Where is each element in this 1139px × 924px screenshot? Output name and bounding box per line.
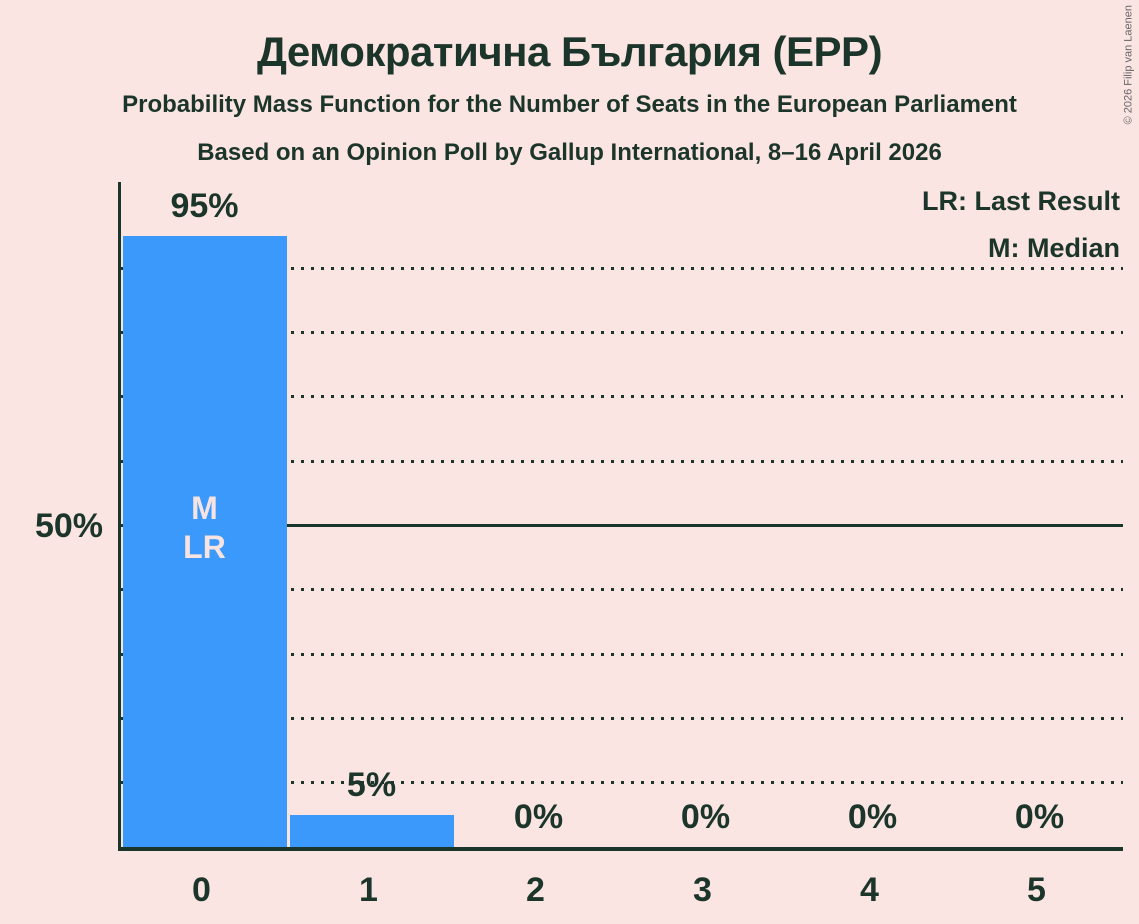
gridline-solid — [121, 524, 1123, 527]
bar-value-label: 0% — [680, 798, 731, 836]
bar-value-label: 0% — [847, 798, 898, 836]
gridline-dotted — [121, 781, 1123, 785]
bar-seats-0 — [122, 236, 287, 847]
plot-area: 95% 5% 0% 0% 0% 0% M LR — [118, 182, 1123, 851]
y-axis-tick-label: 50% — [34, 507, 103, 545]
gridline-dotted — [121, 459, 1123, 463]
bar-annotation: M LR — [121, 489, 288, 567]
bar-value-label: 0% — [1014, 798, 1065, 836]
bar-seats-1 — [289, 814, 454, 847]
x-axis-tick-label: 2 — [526, 871, 545, 909]
x-axis-tick-label: 1 — [359, 871, 378, 909]
gridline-dotted — [121, 588, 1123, 592]
legend-last-result: LR: Last Result — [921, 186, 1120, 216]
x-axis-tick-label: 3 — [693, 871, 712, 909]
gridline-dotted — [121, 266, 1123, 270]
x-axis-tick-label: 0 — [192, 871, 211, 909]
gridline-dotted — [121, 331, 1123, 335]
bar-value-label: 95% — [170, 187, 239, 226]
gridline-dotted — [121, 652, 1123, 656]
gridline-dotted — [121, 395, 1123, 399]
gridline-dotted — [121, 716, 1123, 720]
bar-value-label: 5% — [346, 765, 397, 804]
bar-value-label: 0% — [513, 798, 564, 836]
last-result-marker: LR — [183, 529, 226, 565]
chart-source-line: Based on an Opinion Poll by Gallup Inter… — [197, 139, 942, 166]
x-axis-tick-label: 4 — [860, 871, 879, 909]
legend-median: M: Median — [988, 233, 1120, 263]
chart-subtitle: Probability Mass Function for the Number… — [122, 91, 1017, 118]
chart-title: Демократична България (EPP) — [256, 28, 883, 75]
x-axis-tick-label: 5 — [1027, 871, 1046, 909]
median-marker: M — [191, 490, 218, 526]
